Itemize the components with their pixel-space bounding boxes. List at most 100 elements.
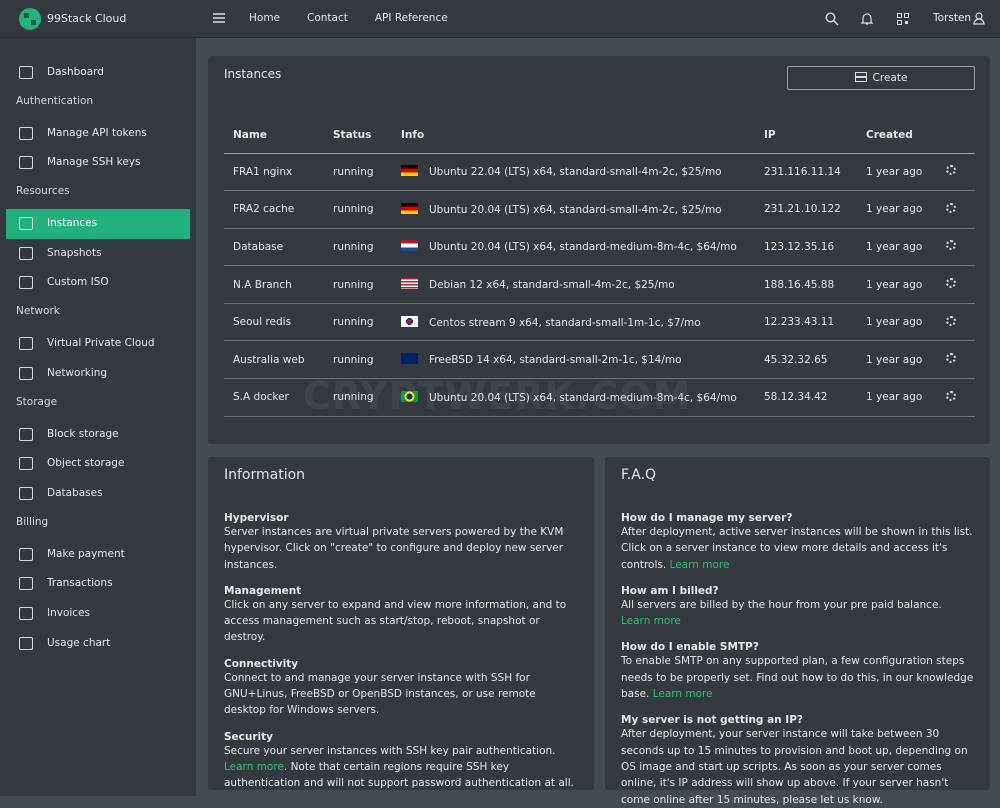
cell: running (324, 340, 392, 380)
section: How do I manage my server? After deployme… (621, 512, 974, 573)
text: After deployment, your server instance w… (621, 728, 968, 806)
instance-row[interactable]: Seoul redis running Centos stream 9 x64, s… (224, 303, 975, 342)
cell-text: Database (233, 240, 284, 253)
search-icon[interactable] (825, 12, 839, 26)
flag-icon (401, 353, 418, 365)
cell-text: 188.16.45.88 (764, 278, 835, 291)
settings-icon[interactable] (946, 278, 956, 289)
sidebar-item[interactable]: Block storage (6, 420, 190, 450)
user-name[interactable]: Torsten (933, 12, 972, 24)
section-heading: My server is not getting an IP? (621, 714, 803, 727)
sidebar-item[interactable]: Manage API tokens (6, 119, 190, 149)
sidebar-icon (19, 486, 33, 500)
cell: N.A Branch (224, 265, 324, 304)
menu-toggle[interactable] (213, 13, 225, 23)
instances-panel: Instances Create Name Status Info IP Created… (208, 56, 990, 444)
sidebar-label: Object storage (47, 457, 125, 470)
learn-more-link[interactable]: Learn more (621, 615, 681, 628)
cell: Ubuntu 22.04 (LTS) x64, standard-small-4… (392, 153, 755, 192)
column-header: Status (324, 117, 392, 154)
settings-icon[interactable] (946, 240, 956, 251)
cell: 188.16.45.88 (755, 265, 857, 304)
cell-actions (937, 340, 975, 380)
sidebar-label: Custom ISO (47, 276, 109, 289)
sidebar-item[interactable]: Virtual Private Cloud (6, 329, 190, 359)
sidebar-icon (19, 66, 33, 79)
nav-links: Home Contact API Reference (249, 12, 448, 24)
sidebar-item[interactable]: Usage chart (6, 629, 190, 659)
settings-icon[interactable] (946, 353, 956, 364)
sidebar-item[interactable]: Invoices (6, 599, 190, 629)
settings-icon[interactable] (946, 390, 956, 401)
learn-more-link[interactable]: Learn more (224, 760, 284, 773)
cell-text: 1 year ago (866, 203, 923, 216)
column-header: Created (857, 117, 937, 154)
sidebar: Dashboard Authentication Manage API tokens… (0, 38, 196, 796)
server-icon (854, 72, 867, 82)
cell-actions (937, 378, 975, 417)
cell-text: running (333, 240, 374, 253)
nav-link[interactable]: Home (249, 12, 281, 24)
create-button[interactable]: Create (787, 66, 975, 90)
instance-row[interactable]: S.A docker running Ubuntu 20.04 (LTS) x64,… (224, 378, 975, 417)
cell: FRA1 nginx (224, 153, 324, 192)
cell-text: Centos stream 9 x64, standard-small-1m-1… (429, 316, 701, 329)
sidebar-icon (19, 457, 33, 471)
sidebar-item[interactable]: Object storage (6, 449, 190, 479)
sidebar-icon (19, 427, 33, 441)
text: Server instances are virtual private ser… (224, 526, 564, 571)
instance-row[interactable]: Australia web running FreeBSD 14 x64, stan… (224, 340, 975, 380)
panel-title: Information (224, 467, 306, 483)
sidebar-item[interactable]: Snapshots (6, 239, 190, 269)
sidebar-item[interactable]: Instances (6, 209, 190, 239)
cell: 1 year ago (857, 340, 937, 380)
sidebar-item[interactable]: Custom ISO (6, 268, 190, 298)
qr-icon[interactable] (897, 13, 909, 25)
sidebar-label: Virtual Private Cloud (47, 337, 155, 350)
settings-icon[interactable] (946, 202, 956, 213)
cell-actions (937, 228, 975, 267)
settings-icon[interactable] (946, 165, 956, 176)
nav-link[interactable]: API Reference (374, 12, 448, 24)
instance-row[interactable]: FRA1 nginx running Ubuntu 22.04 (LTS) x64,… (224, 153, 975, 192)
sidebar-item[interactable]: Dashboard (6, 58, 190, 88)
cell: S.A docker (224, 378, 324, 417)
learn-more-link[interactable]: Learn more (669, 558, 730, 571)
text: Connect to and manage your server instan… (224, 671, 536, 717)
user-icon[interactable] (973, 12, 985, 25)
cell-text: Ubuntu 22.04 (LTS) x64, standard-small-4… (429, 166, 722, 179)
instance-row[interactable]: FRA2 cache running Ubuntu 20.04 (LTS) x64,… (224, 190, 975, 229)
text: Click on any server to expand and view m… (224, 598, 567, 644)
cell-text: 1 year ago (866, 240, 923, 253)
information-panel: Information Hypervisor Server instances ar… (208, 457, 594, 790)
section: Management Click on any server to expand … (224, 585, 578, 646)
top-bar: 99Stack Cloud Home Contact API Reference T… (0, 0, 1000, 38)
section: How am I billed? All servers are billed b… (621, 585, 974, 630)
sidebar-item[interactable]: Transactions (6, 569, 190, 599)
cell: FRA2 cache (224, 190, 324, 229)
cell-text: Seoul redis (233, 316, 292, 329)
cell-text: 58.12.34.42 (764, 391, 828, 404)
cell: Database (224, 228, 324, 267)
instance-row[interactable]: N.A Branch running Debian 12 x64, standard… (224, 265, 975, 304)
notifications-icon[interactable] (861, 12, 873, 26)
cell: 12.233.43.11 (755, 303, 857, 342)
section: Security Secure your server instances wit… (224, 731, 578, 792)
cell: 1 year ago (857, 228, 937, 267)
sidebar-item[interactable]: Manage SSH keys (6, 148, 190, 178)
section-heading: Security (224, 730, 274, 743)
faq-panel: F.A.Q How do I manage my server? After dep… (605, 457, 990, 806)
settings-icon[interactable] (946, 315, 956, 326)
cell-text: running (333, 391, 374, 404)
cell: 1 year ago (857, 153, 937, 192)
nav-link[interactable]: Contact (307, 12, 348, 24)
flag-icon (401, 240, 418, 252)
cell: running (324, 153, 392, 192)
sidebar-label: Invoices (47, 606, 91, 619)
instance-row[interactable]: Database running Ubuntu 20.04 (LTS) x64, s… (224, 228, 975, 267)
sidebar-item[interactable]: Make payment (6, 540, 190, 570)
sidebar-item[interactable]: Networking (6, 359, 190, 389)
learn-more-link[interactable]: Learn more (652, 688, 713, 701)
sidebar-heading: Resources (16, 185, 70, 198)
sidebar-item[interactable]: Databases (6, 479, 190, 509)
